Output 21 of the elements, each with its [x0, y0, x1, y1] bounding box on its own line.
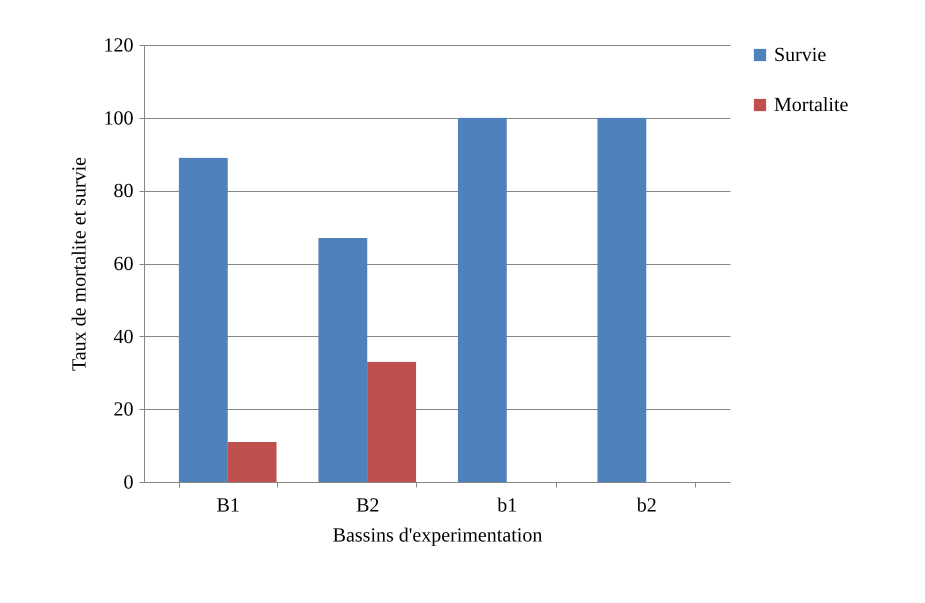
y-tick-label: 40: [114, 326, 134, 348]
y-axis-title: Taux de mortalite et survie: [68, 156, 90, 372]
bar: [458, 118, 507, 482]
legend-label: Survie: [774, 44, 826, 66]
bar: [597, 118, 646, 482]
y-tick-label: 80: [114, 180, 134, 202]
bar: [228, 442, 277, 482]
x-tick-label: b1: [497, 494, 518, 516]
bar: [318, 238, 368, 482]
bar: [367, 362, 416, 482]
x-tick-label: B2: [356, 494, 380, 516]
y-tick-label: 120: [104, 34, 134, 56]
y-tick-label: 0: [124, 472, 134, 494]
y-tick-label: 100: [104, 107, 134, 130]
x-axis-title: Bassins d'experimentation: [332, 524, 542, 546]
x-tick-label: b2: [636, 494, 657, 516]
y-tick-label: 60: [114, 253, 134, 275]
bar: [178, 158, 228, 482]
legend-label: Mortalite: [774, 94, 849, 116]
y-tick-label: 20: [114, 398, 134, 421]
x-tick-label: B1: [216, 494, 240, 516]
